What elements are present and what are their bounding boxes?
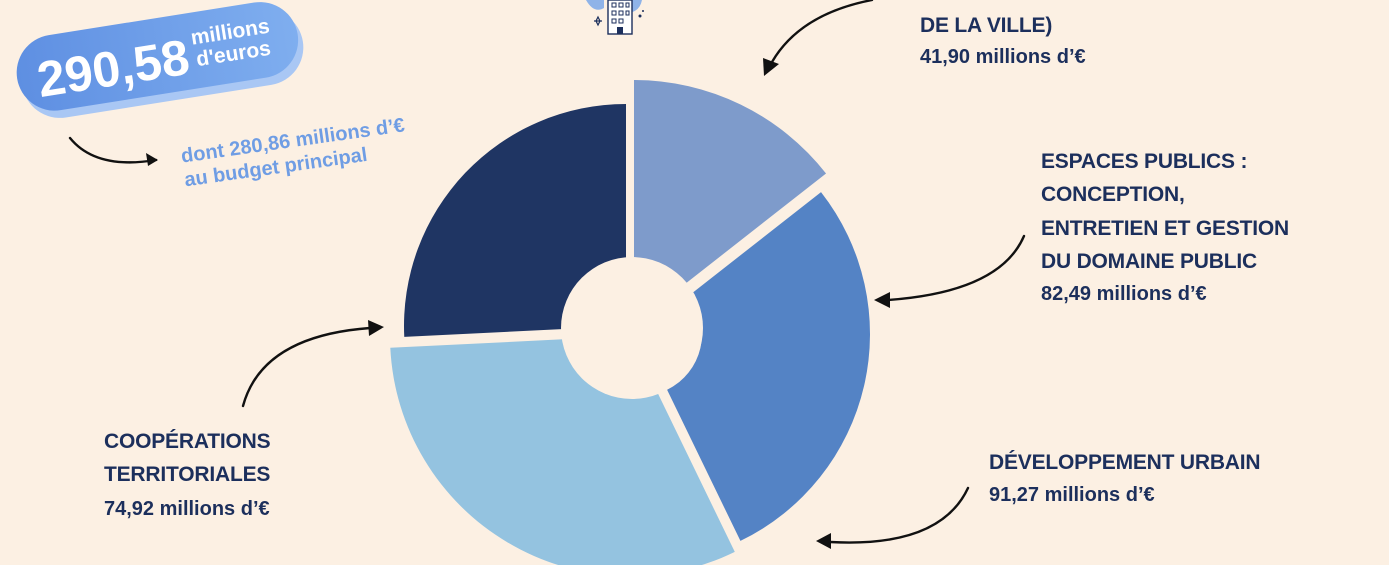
donut-chart	[390, 80, 870, 565]
label-cooperations-line-0: COOPÉRATIONS	[104, 430, 271, 453]
arrow-developpement-urbain	[816, 486, 970, 549]
donut-hole	[561, 257, 703, 399]
slice-de-la-ville	[634, 80, 827, 286]
label-developpement-urbain-value: 91,27 millions d’€	[989, 484, 1155, 506]
label-espaces-publics-line-1: CONCEPTION,	[1041, 183, 1185, 206]
label-espaces-publics-value: 82,49 millions d’€	[1041, 283, 1207, 305]
subtitle-arrow	[68, 136, 158, 166]
arrow-cooperations-territoriales	[241, 320, 384, 408]
label-espaces-publics-line-0: ESPACES PUBLICS :	[1041, 150, 1247, 173]
label-cooperations-value: 74,92 millions d’€	[104, 498, 270, 520]
label-developpement-urbain-line-0: DÉVELOPPEMENT URBAIN	[989, 451, 1260, 474]
label-de-la-ville: DE LA VILLE) 41,90 millions d’€	[920, 14, 1086, 68]
slice-espaces-publics	[667, 192, 870, 541]
label-de-la-ville-value: 41,90 millions d’€	[920, 46, 1086, 68]
arrow-de-la-ville	[763, 0, 874, 76]
label-cooperations-territoriales: COOPÉRATIONS TERRITORIALES 74,92 million…	[104, 430, 271, 520]
slice-cooperations-territoriales	[403, 104, 626, 337]
label-cooperations-line-1: TERRITORIALES	[104, 463, 270, 486]
total-badge: 290,58 millions d'euros	[16, 2, 304, 118]
label-de-la-ville-line-0: DE LA VILLE)	[920, 14, 1052, 37]
building-icon	[586, 0, 644, 35]
total-badge-pill	[16, 2, 299, 111]
label-espaces-publics: ESPACES PUBLICS : CONCEPTION, ENTRETIEN …	[1041, 150, 1289, 305]
label-espaces-publics-line-2: ENTRETIEN ET GESTION	[1041, 217, 1289, 240]
total-subtitle: dont 280,86 millions d’€ au budget princ…	[180, 114, 406, 191]
label-espaces-publics-line-3: DU DOMAINE PUBLIC	[1041, 250, 1257, 273]
label-developpement-urbain: DÉVELOPPEMENT URBAIN 91,27 millions d’€	[989, 451, 1261, 506]
arrow-espaces-publics	[874, 234, 1026, 308]
